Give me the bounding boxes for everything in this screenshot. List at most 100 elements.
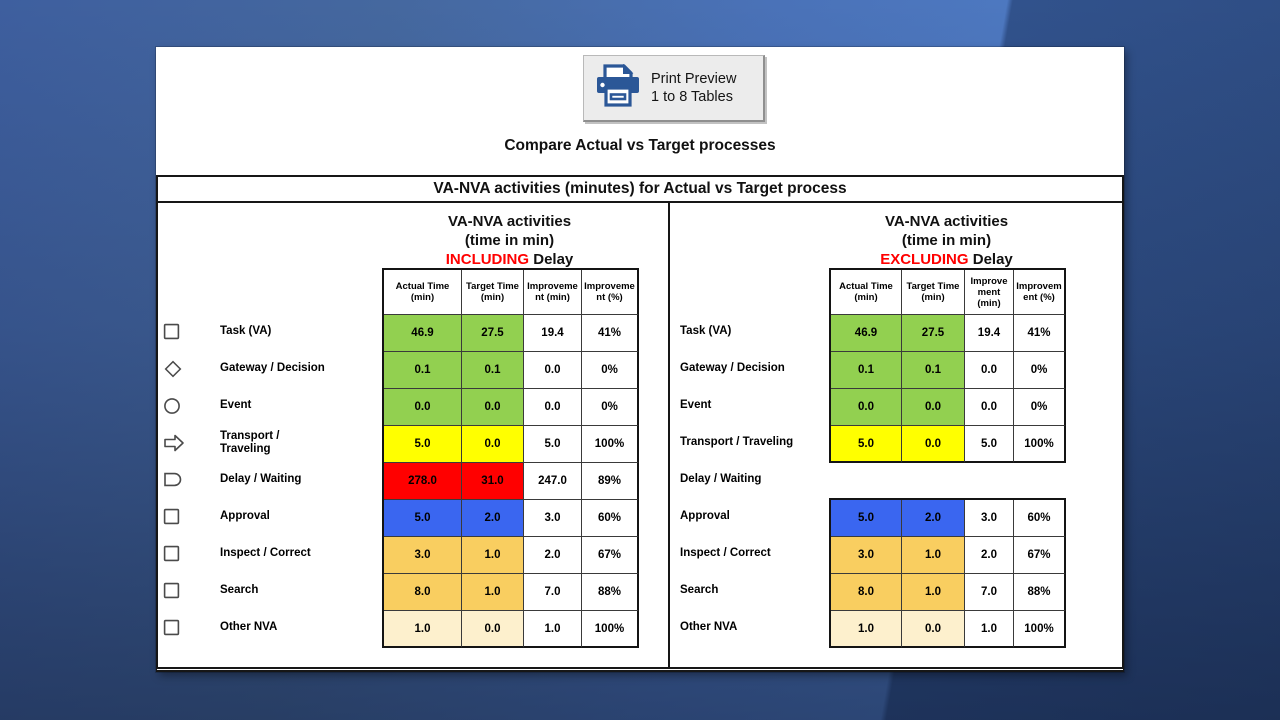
data-grid: Actual Time (min) Target Time (min) Improv… (829, 268, 1066, 463)
value-cell: 2.0 (462, 500, 524, 537)
value-cell: 0.0 (965, 389, 1014, 426)
value-cell: 0.0 (462, 611, 524, 648)
row-label: Delay / Waiting (680, 473, 762, 485)
value-cell: 3.0 (384, 537, 462, 574)
row-label: Approval (220, 510, 270, 522)
value-cell: 2.0 (902, 500, 965, 537)
value-cell: 1.0 (831, 611, 902, 648)
value-cell: 67% (1014, 537, 1066, 574)
row-label: Task (VA) (680, 325, 732, 337)
table-heading: VA-NVA activities (time in min) INCLUDING … (445, 213, 574, 268)
value-cell: 19.4 (965, 315, 1014, 352)
row-label: Approval (680, 510, 730, 522)
value-cell: 0.0 (902, 611, 965, 648)
row-label: Search (220, 584, 259, 596)
value-cell: 0.1 (462, 352, 524, 389)
value-cell: 7.0 (965, 574, 1014, 611)
row-label: Delay / Waiting (220, 473, 302, 485)
circle-icon (163, 387, 181, 424)
value-cell: 7.0 (524, 574, 582, 611)
row-label: Event (220, 399, 252, 411)
value-cell: 41% (1014, 315, 1066, 352)
value-cell: 8.0 (384, 574, 462, 611)
value-cell: 19.4 (524, 315, 582, 352)
value-cell: 27.5 (462, 315, 524, 352)
value-cell: 0.0 (524, 389, 582, 426)
square-icon (163, 313, 180, 350)
value-cell: 2.0 (524, 537, 582, 574)
row-label: Inspect / Correct (220, 547, 311, 559)
page-title: Compare Actual vs Target processes (504, 137, 776, 154)
row-label: Gateway / Decision (220, 362, 325, 374)
column-header: Actual Time (min) (831, 270, 902, 315)
value-cell: 2.0 (965, 537, 1014, 574)
value-cell: 0.0 (384, 389, 462, 426)
value-cell: 0.0 (524, 352, 582, 389)
value-cell: 0% (582, 352, 639, 389)
value-cell: 0% (1014, 389, 1066, 426)
row-label: Other NVA (680, 621, 738, 633)
value-cell: 0.1 (384, 352, 462, 389)
square-icon (163, 535, 180, 572)
diamond-icon (163, 350, 183, 387)
value-cell: 278.0 (384, 463, 462, 500)
value-cell: 41% (582, 315, 639, 352)
square-icon (163, 609, 180, 646)
value-cell: 0% (1014, 352, 1066, 389)
value-cell: 5.0 (384, 500, 462, 537)
data-grid: Actual Time (min) Target Time (min) Improv… (382, 268, 639, 648)
value-cell: 100% (582, 611, 639, 648)
value-cell: 5.0 (831, 426, 902, 463)
value-cell: 1.0 (462, 537, 524, 574)
value-cell: 100% (582, 426, 639, 463)
excluding-delay-panel: VA-NVA activities (time in min) EXCLUDING … (670, 203, 1122, 667)
value-cell: 0% (582, 389, 639, 426)
row-label: Gateway / Decision (680, 362, 785, 374)
value-cell: 3.0 (831, 537, 902, 574)
print-preview-label: Print Preview 1 to 8 Tables (651, 71, 737, 105)
row-label: Task (VA) (220, 325, 272, 337)
value-cell: 247.0 (524, 463, 582, 500)
row-label: Search (680, 584, 719, 596)
value-cell: 46.9 (384, 315, 462, 352)
row-label: Transport / Traveling (680, 436, 794, 448)
square-icon (163, 572, 180, 609)
arrow-right-icon (163, 424, 185, 461)
column-header: Improvement (%) (582, 270, 639, 315)
value-cell: 0.1 (831, 352, 902, 389)
print-preview-button[interactable]: Print Preview 1 to 8 Tables (583, 55, 765, 122)
row-label: Inspect / Correct (680, 547, 771, 559)
value-cell: 0.0 (462, 389, 524, 426)
section-title: VA-NVA activities (minutes) for Actual v… (433, 180, 847, 197)
value-cell: 5.0 (384, 426, 462, 463)
value-cell: 3.0 (524, 500, 582, 537)
printer-icon (594, 63, 642, 113)
comparison-area: VA-NVA activities (time in min) INCLUDING … (156, 203, 1124, 672)
value-cell: 1.0 (524, 611, 582, 648)
value-cell: 3.0 (965, 500, 1014, 537)
value-cell: 0.0 (902, 426, 965, 463)
value-cell: 0.0 (902, 389, 965, 426)
value-cell: 0.1 (902, 352, 965, 389)
value-cell: 1.0 (902, 574, 965, 611)
value-cell: 67% (582, 537, 639, 574)
data-grid-continued: 5.0 2.0 3.0 60% 3.0 1.0 2.0 67% 8.0 1.0 7.0 88% 1.0 0… (829, 498, 1066, 648)
table-heading: VA-NVA activities (time in min) EXCLUDING … (880, 213, 1013, 268)
value-cell: 0.0 (462, 426, 524, 463)
column-header: Improvement (min) (965, 270, 1014, 315)
column-header: Improvement (min) (524, 270, 582, 315)
row-label: Event (680, 399, 712, 411)
value-cell: 0.0 (831, 389, 902, 426)
column-header: Target Time (min) (462, 270, 524, 315)
value-cell: 88% (582, 574, 639, 611)
value-cell: 0.0 (965, 352, 1014, 389)
value-cell: 88% (1014, 574, 1066, 611)
value-cell: 89% (582, 463, 639, 500)
value-cell: 1.0 (902, 537, 965, 574)
value-cell: 100% (1014, 426, 1066, 463)
slide: Print Preview 1 to 8 Tables Compare Actu… (156, 47, 1124, 672)
value-cell: 46.9 (831, 315, 902, 352)
value-cell: 1.0 (965, 611, 1014, 648)
value-cell: 5.0 (831, 500, 902, 537)
